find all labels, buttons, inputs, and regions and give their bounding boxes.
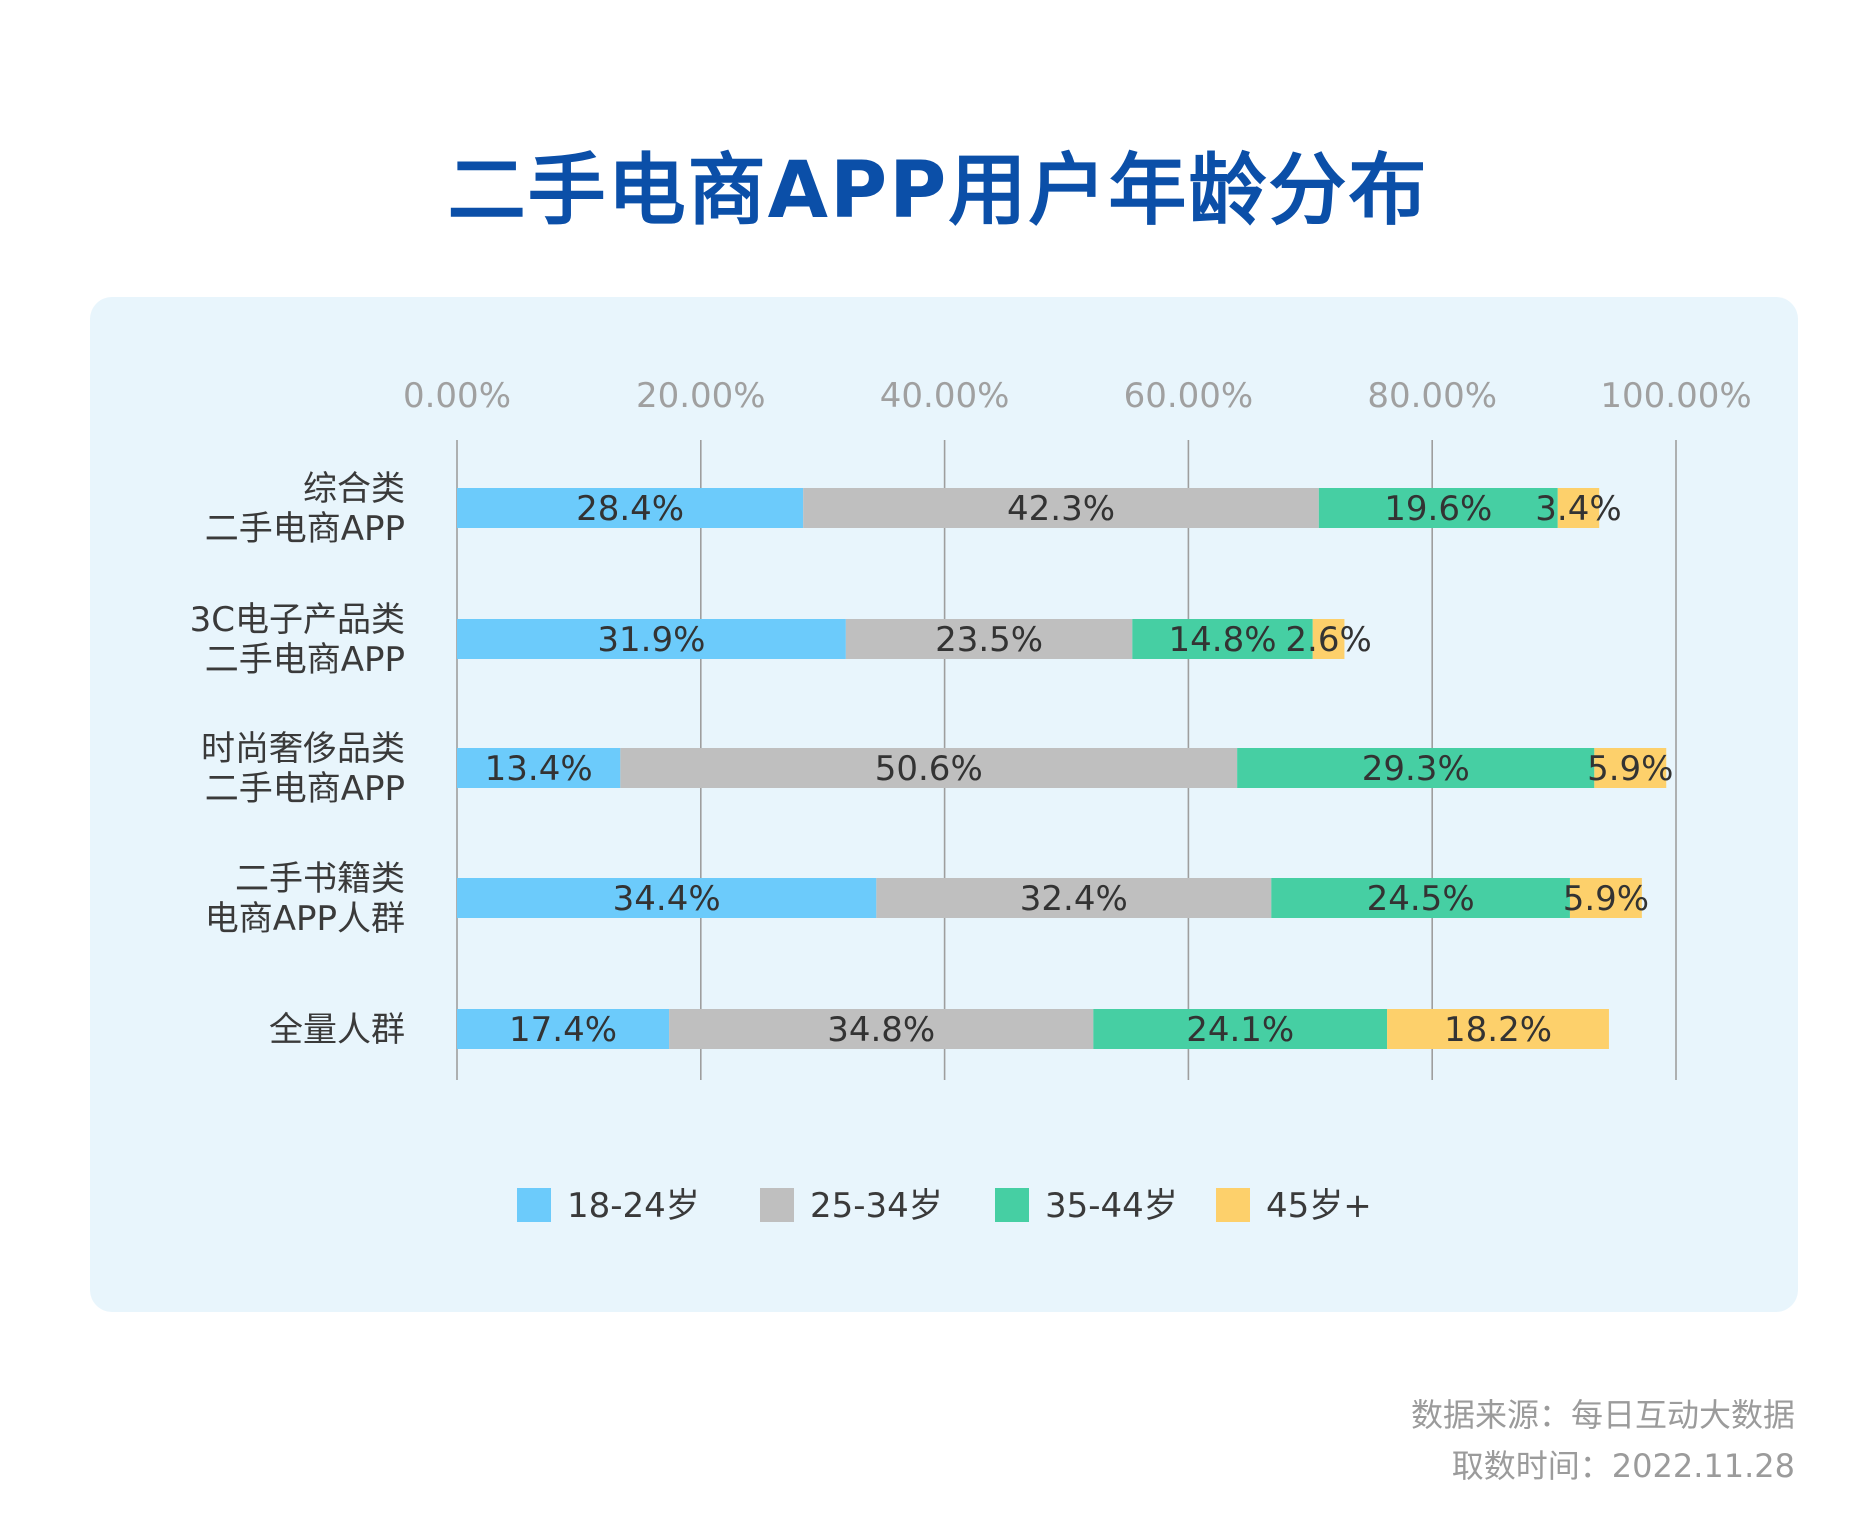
category-label: 综合类 [303, 469, 405, 509]
bar-segment [1237, 748, 1595, 788]
bar-value-label: 13.4% [485, 749, 593, 789]
bar-value-label: 17.4% [509, 1010, 617, 1050]
category-label: 二手电商APP [205, 509, 405, 549]
legend-swatch [517, 1188, 551, 1222]
bar-segment [1557, 488, 1600, 528]
category-label: 二手电商APP [205, 769, 405, 809]
bar-segment [1271, 878, 1570, 918]
chart-title: 二手电商APP用户年龄分布 [447, 146, 1429, 236]
bar-segment [1132, 619, 1313, 659]
category-labels: 综合类二手电商APP3C电子产品类二手电商APP时尚奢侈品类二手电商APP二手书… [190, 469, 405, 1050]
bar-segment [876, 878, 1272, 918]
bar-value-label: 32.4% [1020, 879, 1128, 919]
category-label: 3C电子产品类 [190, 600, 405, 640]
category-label: 全量人群 [269, 1010, 405, 1050]
bar-segment [620, 748, 1238, 788]
bar-value-label: 29.3% [1362, 749, 1470, 789]
bar-segment [1569, 878, 1642, 918]
legend-label: 45岁+ [1266, 1186, 1372, 1226]
bar-value-label: 3.4% [1535, 489, 1621, 529]
bar-value-label: 14.8% [1169, 620, 1277, 660]
bar-segment [1093, 1009, 1388, 1049]
bar-segment [803, 488, 1319, 528]
legend-swatch [760, 1188, 794, 1222]
bar-segment [1594, 748, 1667, 788]
legend-label: 18-24岁 [567, 1186, 700, 1226]
bar-value-label: 19.6% [1384, 489, 1492, 529]
x-tick-label: 80.00% [1367, 376, 1497, 416]
category-label: 时尚奢侈品类 [201, 729, 405, 769]
bar-segment [457, 488, 804, 528]
bar-segment [1387, 1009, 1609, 1049]
legend-label: 35-44岁 [1045, 1186, 1178, 1226]
legend-swatch [1216, 1188, 1250, 1222]
bar-value-label: 18.2% [1444, 1010, 1552, 1050]
legend: 18-24岁 25-34岁 35-44岁 45岁+ [517, 1186, 1372, 1226]
bar-value-label: 24.1% [1186, 1010, 1294, 1050]
bar-segment [1312, 619, 1345, 659]
bar-segment [669, 1009, 1094, 1049]
bar-value-label: 34.8% [827, 1010, 935, 1050]
bar-value-label: 5.9% [1563, 879, 1649, 919]
legend-swatch [995, 1188, 1029, 1222]
bar-value-label: 50.6% [875, 749, 983, 789]
bars: 28.4% 42.3% 19.6% 3.4% 31.9% 23.5% 14.8% 2.6% 13… [457, 488, 1673, 1050]
legend-label: 25-34岁 [810, 1186, 943, 1226]
bar-value-label: 34.4% [613, 879, 721, 919]
x-axis-ticks: 0.00% 20.00% 40.00% 60.00% 80.00% 100.00% [403, 376, 1752, 416]
x-tick-label: 20.00% [636, 376, 766, 416]
x-tick-label: 0.00% [403, 376, 511, 416]
bar-segment [457, 878, 877, 918]
bar-value-label: 42.3% [1007, 489, 1115, 529]
bar-segment [845, 619, 1133, 659]
bar-segment [457, 748, 621, 788]
x-tick-label: 60.00% [1124, 376, 1254, 416]
bar-value-label: 2.6% [1285, 620, 1371, 660]
data-date-note: 取数时间：2022.11.28 [1451, 1447, 1795, 1485]
bar-value-label: 24.5% [1367, 879, 1475, 919]
bar-value-label: 23.5% [935, 620, 1043, 660]
bar-value-label: 28.4% [576, 489, 684, 529]
bar-segment [457, 1009, 670, 1049]
bar-value-label: 31.9% [597, 620, 705, 660]
bar-segment [457, 619, 846, 659]
x-tick-label: 40.00% [880, 376, 1010, 416]
bar-segment [1318, 488, 1558, 528]
category-label: 二手书籍类 [235, 859, 405, 899]
bar-value-label: 5.9% [1587, 749, 1673, 789]
data-source-note: 数据来源：每日互动大数据 [1410, 1396, 1795, 1434]
category-label: 电商APP人群 [205, 899, 405, 939]
category-label: 二手电商APP [205, 640, 405, 680]
x-tick-label: 100.00% [1600, 376, 1751, 416]
